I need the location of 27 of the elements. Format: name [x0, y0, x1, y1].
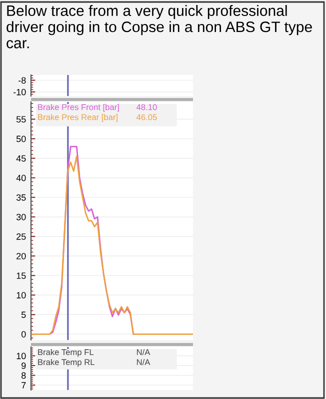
y-tick-label: 15: [16, 272, 26, 279]
y-tick-label: 10: [16, 352, 26, 360]
y-tick-label: 9: [22, 362, 26, 369]
y-tick-label: 35: [16, 194, 26, 201]
y-tick-label: 25: [16, 233, 26, 240]
y-tick-label: -10: [13, 88, 26, 96]
annotation: 48.10: [136, 104, 157, 110]
chart-title: Below trace from a very quick professional driver going in to Copse in a non ABS GT type car.: [6, 5, 312, 48]
text: Brake Pres Rear [bar]: [38, 114, 118, 122]
y-tick-label: 50: [16, 136, 26, 142]
y-tick-label: 8: [22, 372, 26, 379]
y-tick-label: 20: [16, 252, 26, 260]
y-tick-label: 55: [16, 116, 26, 123]
annotation: N/A: [136, 359, 150, 366]
y-tick-label: 5: [21, 312, 26, 318]
y-tick-label: 45: [16, 155, 26, 162]
y-tick-label: -8: [18, 77, 26, 84]
annotation: N/A: [136, 349, 150, 356]
y-tick-label: 0: [21, 331, 26, 338]
y-tick-label: 40: [16, 174, 26, 182]
y-tick-label: 10: [16, 292, 26, 298]
y-tick-label: 7: [22, 382, 26, 388]
legend-label: Brake Temp FL: [38, 349, 94, 357]
y-tick-label: 30: [16, 214, 26, 220]
annotation: 46.05: [136, 114, 157, 120]
legend-label: Brake Temp RL: [38, 359, 94, 367]
text: Brake Pres Front [bar]: [38, 104, 119, 112]
